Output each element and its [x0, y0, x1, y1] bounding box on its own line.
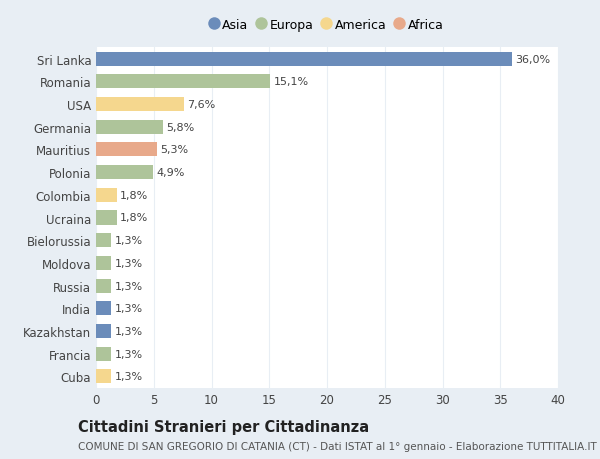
- Bar: [96, 166, 152, 180]
- Bar: [96, 188, 117, 202]
- Bar: [96, 256, 111, 270]
- Text: 1,3%: 1,3%: [115, 371, 143, 381]
- Text: 1,3%: 1,3%: [115, 281, 143, 291]
- Bar: [96, 347, 111, 361]
- Text: 1,3%: 1,3%: [115, 303, 143, 313]
- Text: 4,9%: 4,9%: [156, 168, 184, 178]
- Bar: [96, 120, 163, 134]
- Text: 36,0%: 36,0%: [515, 55, 550, 65]
- Text: 5,3%: 5,3%: [161, 145, 189, 155]
- Bar: [96, 279, 111, 293]
- Text: 7,6%: 7,6%: [187, 100, 215, 110]
- Bar: [96, 98, 184, 112]
- Bar: [96, 52, 512, 67]
- Text: 5,8%: 5,8%: [166, 123, 195, 133]
- Legend: Asia, Europa, America, Africa: Asia, Europa, America, Africa: [207, 15, 447, 36]
- Bar: [96, 234, 111, 248]
- Text: Cittadini Stranieri per Cittadinanza: Cittadini Stranieri per Cittadinanza: [78, 419, 369, 434]
- Text: 1,3%: 1,3%: [115, 326, 143, 336]
- Text: 1,8%: 1,8%: [120, 213, 149, 223]
- Text: 1,3%: 1,3%: [115, 349, 143, 359]
- Text: 1,3%: 1,3%: [115, 235, 143, 246]
- Bar: [96, 143, 157, 157]
- Text: 15,1%: 15,1%: [274, 77, 309, 87]
- Bar: [96, 211, 117, 225]
- Text: COMUNE DI SAN GREGORIO DI CATANIA (CT) - Dati ISTAT al 1° gennaio - Elaborazione: COMUNE DI SAN GREGORIO DI CATANIA (CT) -…: [78, 441, 597, 451]
- Text: 1,3%: 1,3%: [115, 258, 143, 269]
- Bar: [96, 75, 271, 89]
- Bar: [96, 302, 111, 316]
- Text: 1,8%: 1,8%: [120, 190, 149, 201]
- Bar: [96, 324, 111, 338]
- Bar: [96, 369, 111, 384]
